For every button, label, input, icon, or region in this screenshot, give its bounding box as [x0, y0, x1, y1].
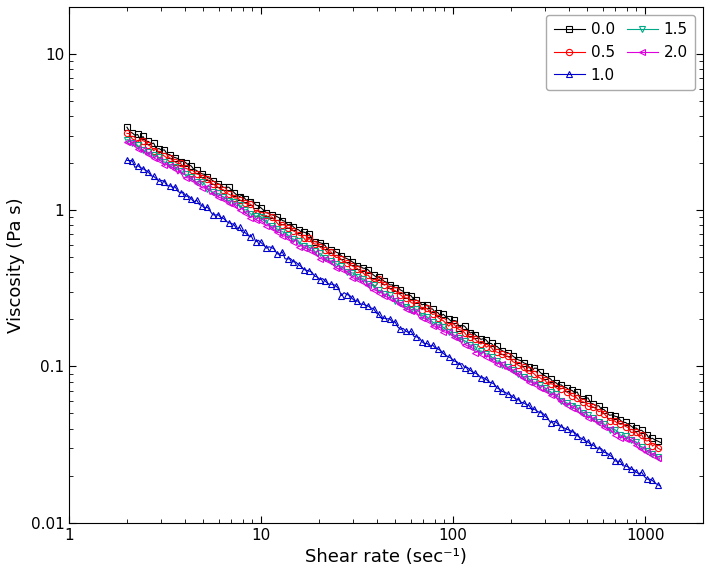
1.0 [265, 244, 273, 250]
0.5 [611, 418, 619, 425]
1.0 [611, 457, 619, 464]
1.0 [123, 157, 131, 164]
1.0 [656, 482, 665, 489]
2.0 [265, 222, 273, 229]
1.0 [222, 218, 230, 225]
2.0 [222, 198, 230, 205]
0.0 [629, 425, 638, 431]
0.0 [265, 210, 273, 217]
1.5 [629, 438, 638, 445]
1.5 [123, 136, 131, 143]
0.0 [123, 124, 131, 131]
Line: 2.0: 2.0 [124, 139, 664, 465]
2.0 [656, 458, 665, 465]
0.0 [222, 184, 230, 191]
0.5 [265, 215, 273, 222]
Line: 1.5: 1.5 [124, 136, 664, 460]
0.5 [629, 429, 638, 435]
Line: 0.5: 0.5 [124, 130, 664, 453]
1.5 [611, 426, 619, 433]
0.0 [611, 413, 619, 419]
Line: 1.0: 1.0 [124, 157, 664, 489]
2.0 [611, 431, 619, 438]
1.0 [155, 178, 163, 185]
Line: 0.0: 0.0 [124, 124, 664, 446]
2.0 [629, 438, 638, 445]
X-axis label: Shear rate (sec⁻¹): Shear rate (sec⁻¹) [305, 548, 467, 566]
0.5 [123, 130, 131, 137]
1.5 [653, 453, 662, 460]
1.5 [265, 222, 273, 229]
0.0 [656, 439, 665, 446]
0.5 [144, 142, 153, 148]
0.5 [222, 190, 230, 197]
2.0 [155, 156, 163, 163]
0.0 [144, 138, 153, 145]
1.0 [629, 466, 638, 473]
1.5 [155, 154, 163, 161]
1.5 [222, 195, 230, 202]
0.0 [155, 145, 163, 152]
0.5 [155, 150, 163, 157]
2.0 [144, 150, 153, 157]
Legend: 0.0, 0.5, 1.0, 1.5, 2.0: 0.0, 0.5, 1.0, 1.5, 2.0 [546, 14, 695, 90]
Y-axis label: Viscosity (Pa s): Viscosity (Pa s) [7, 197, 25, 332]
1.5 [144, 149, 153, 156]
2.0 [123, 138, 131, 145]
1.0 [144, 168, 153, 175]
0.5 [656, 446, 665, 453]
1.5 [656, 453, 665, 460]
